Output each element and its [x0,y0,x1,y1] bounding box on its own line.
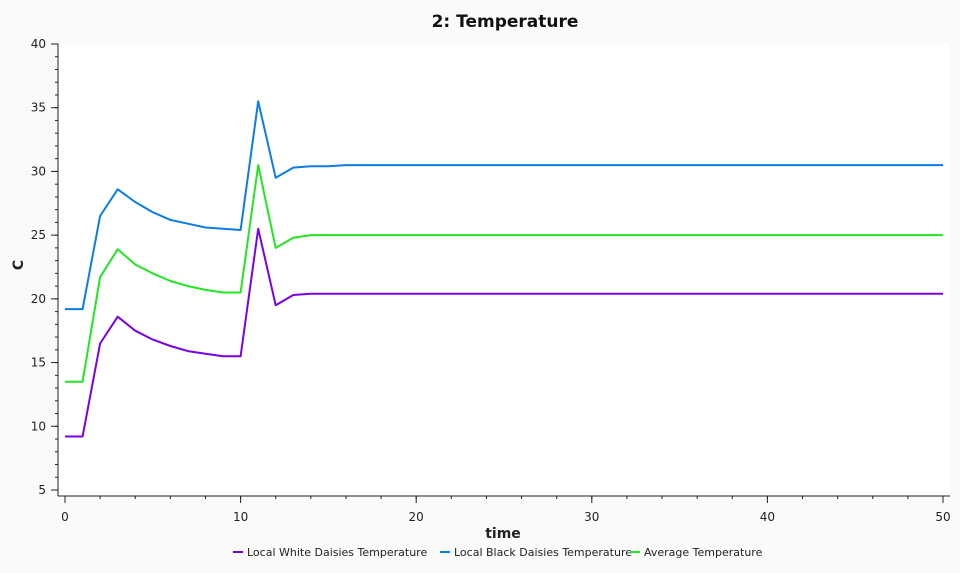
y-tick-label: 20 [31,292,46,306]
series-line-average-temperature [65,164,943,383]
legend-label: Local White Daisies Temperature [247,546,427,559]
x-tick-label: 0 [61,510,69,524]
x-axis-ticks: 0 10 20 30 40 50 [61,496,951,524]
y-tick-label: 5 [38,483,46,497]
x-tick-label: 30 [584,510,599,524]
x-axis-title: time [485,526,521,542]
y-axis-ticks: 5 10 15 20 25 30 35 40 [31,37,58,497]
y-tick-label: 15 [31,356,46,370]
y-tick-label: 25 [31,228,46,242]
y-tick-label: 40 [31,37,46,51]
x-tick-label: 40 [760,510,775,524]
legend: Local White Daisies Temperature Local Bla… [233,546,763,559]
legend-label: Local Black Daisies Temperature [454,546,632,559]
x-tick-label: 50 [935,510,950,524]
series-line-local-white-daisies-temperature [65,227,943,438]
series-lines [65,100,943,438]
series-line-local-black-daisies-temperature [65,100,943,311]
legend-label: Average Temperature [644,546,763,559]
x-tick-label: 20 [409,510,424,524]
x-tick-label: 10 [233,510,248,524]
y-tick-label: 35 [31,101,46,115]
y-axis-title: C [11,260,27,270]
chart-title: 2: Temperature [432,12,579,32]
plot-area [58,44,950,496]
y-tick-label: 10 [31,419,46,433]
y-tick-label: 30 [31,164,46,178]
